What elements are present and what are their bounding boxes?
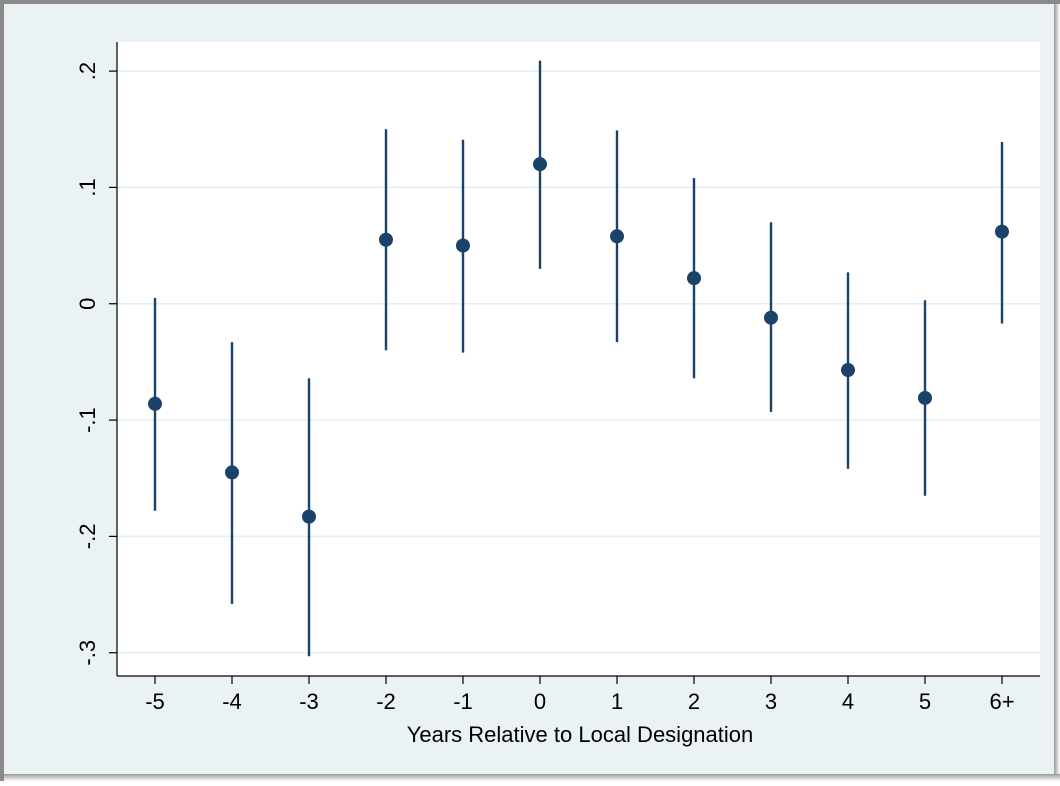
point-estimate xyxy=(995,224,1009,239)
x-tick-label: 1 xyxy=(611,689,623,714)
plot-background xyxy=(117,42,1040,676)
y-tick-label: 0 xyxy=(75,298,100,310)
point-estimate xyxy=(225,465,239,480)
point-estimate xyxy=(764,310,778,325)
x-axis-label: Years Relative to Local Designation xyxy=(407,722,754,747)
y-tick-label: -.2 xyxy=(75,524,100,550)
point-estimate xyxy=(841,363,855,378)
x-tick-label: 3 xyxy=(765,689,777,714)
point-estimate xyxy=(148,396,162,411)
x-axis: -5 -4 -3 -2 -1 0 1 2 3 4 5 6+ xyxy=(117,675,1040,714)
point-estimate xyxy=(687,271,701,286)
point-estimate xyxy=(456,238,470,253)
point-estimates xyxy=(148,157,1009,524)
x-tick-label: -3 xyxy=(299,689,319,714)
y-axis: -.3 -.2 -.1 0 .1 .2 xyxy=(75,42,118,676)
x-tick-label: 4 xyxy=(842,689,854,714)
x-tick-label: 6+ xyxy=(989,689,1014,714)
y-tick-label: .1 xyxy=(75,178,100,196)
point-estimate xyxy=(610,229,624,244)
x-tick-label: -5 xyxy=(145,689,165,714)
x-tick-label: 0 xyxy=(534,689,546,714)
shadow-right xyxy=(1054,4,1060,781)
y-tick-label: -.1 xyxy=(75,407,100,433)
y-tick-label: .2 xyxy=(75,62,100,80)
x-tick-label: -4 xyxy=(222,689,242,714)
point-estimate xyxy=(918,390,932,405)
x-tick-label: -2 xyxy=(376,689,396,714)
grid-lines xyxy=(117,70,1040,654)
x-tick-label: -1 xyxy=(453,689,473,714)
point-estimate xyxy=(302,509,316,524)
point-estimate xyxy=(533,157,547,172)
point-estimate xyxy=(379,232,393,247)
y-tick-label: -.3 xyxy=(75,640,100,666)
x-tick-label: 2 xyxy=(688,689,700,714)
x-tick-label: 5 xyxy=(919,689,931,714)
shadow-bottom xyxy=(4,774,1060,781)
